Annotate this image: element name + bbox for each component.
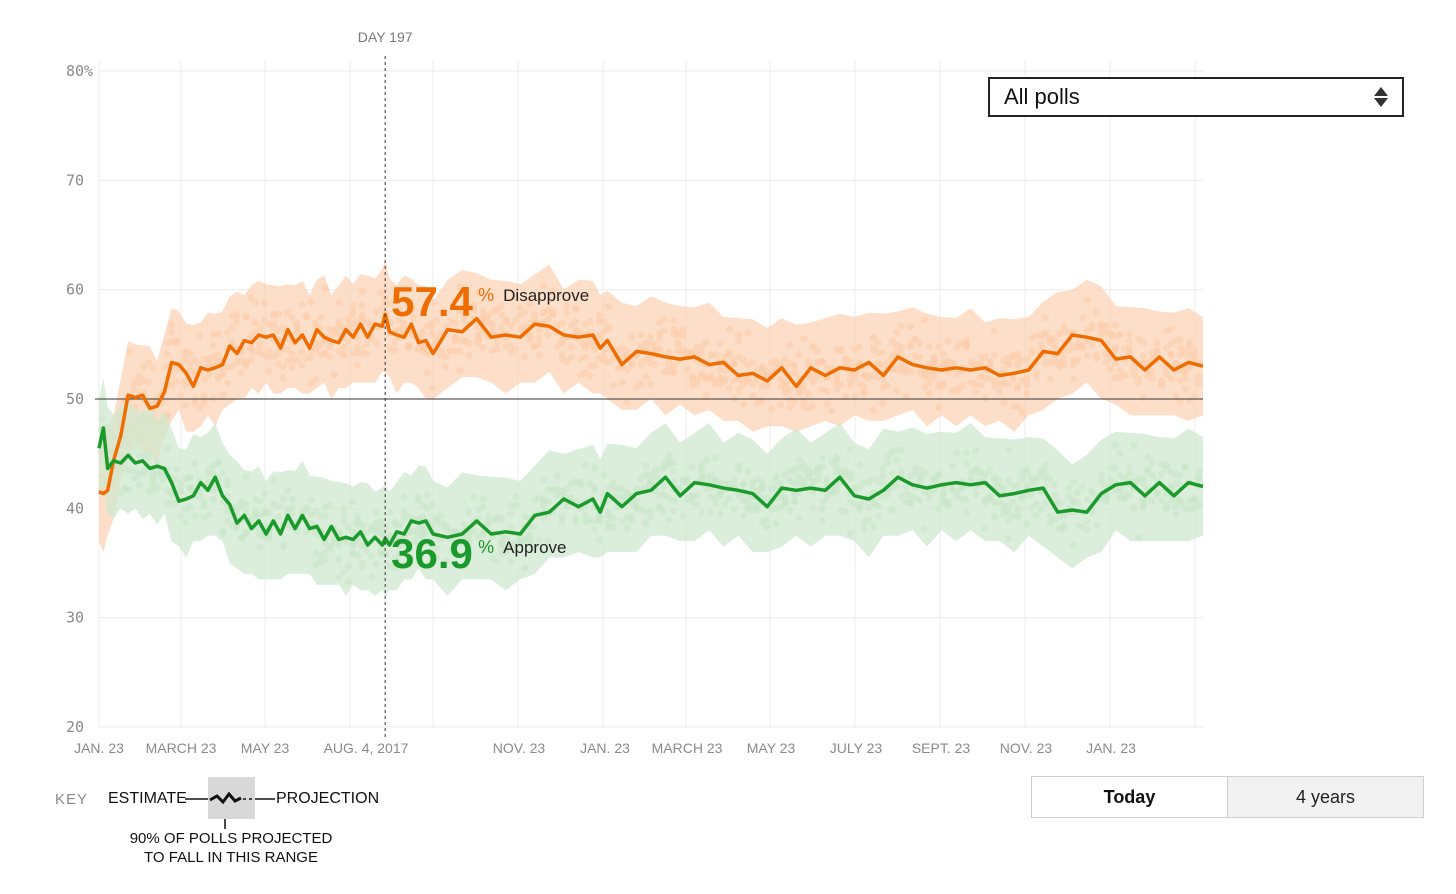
poll-filter-value: All polls (1004, 84, 1080, 109)
key-projection-label: PROJECTION (276, 790, 380, 807)
x-tick-label: MARCH 23 (652, 740, 723, 756)
y-tick-label: 50 (66, 390, 84, 408)
poll-filter-select[interactable]: All polls (988, 77, 1404, 117)
approve-value-label: 36.9 (391, 530, 473, 577)
today-button[interactable]: Today (1032, 777, 1227, 817)
four-years-button[interactable]: 4 years (1227, 777, 1423, 817)
x-tick-label: JAN. 23 (580, 740, 630, 756)
x-tick-label: JAN. 23 (74, 740, 124, 756)
y-tick-label: 60 (66, 281, 84, 299)
disapprove-series-label: Disapprove (503, 286, 589, 305)
approve-estimate-line (97, 426, 1204, 547)
disapprove-value-label: 57.4 (391, 278, 473, 325)
y-tick-label: 30 (66, 609, 84, 627)
axis-ticks: 80% 70 60 50 40 30 20 JAN. 23 MARCH 23 MAY 23 AUG.… (66, 62, 1136, 756)
x-tick-label: JULY 23 (830, 740, 883, 756)
x-tick-label: MAY 23 (241, 740, 290, 756)
key-glyph-icon (185, 777, 275, 829)
key-range-note: 90% OF POLLS PROJECTED TO FALL IN THIS R… (129, 830, 333, 866)
approve-range-band (99, 378, 1203, 597)
x-tick-label: MARCH 23 (146, 740, 217, 756)
x-tick-label: NOV. 23 (1000, 740, 1053, 756)
key-title: KEY (55, 791, 89, 808)
range-bands (99, 260, 1203, 597)
x-tick-label: JAN. 23 (1086, 740, 1136, 756)
chart-key: KEY ESTIMATE PROJECTION 90% OF POLLS PRO… (55, 772, 415, 872)
series-labels: 57.4% Disapprove 36.9% Approve (391, 278, 589, 577)
x-tick-label: AUG. 4, 2017 (324, 740, 409, 756)
sort-arrows-icon (1374, 87, 1388, 107)
y-tick-label: 80% (66, 62, 93, 80)
time-range-toggle[interactable]: Today 4 years (1031, 776, 1424, 818)
estimate-lines (97, 312, 1204, 547)
day-marker[interactable]: DAY 197 (358, 29, 413, 737)
x-tick-label: MAY 23 (747, 740, 796, 756)
approval-chart: 80% 70 60 50 40 30 20 JAN. 23 MARCH 23 MAY 23 AUG.… (66, 29, 1204, 756)
disapprove-percent-sign: % (478, 285, 494, 305)
approve-percent-sign: % (478, 537, 494, 557)
approve-series-label: Approve (503, 538, 566, 557)
disapprove-estimate-line (98, 312, 1204, 496)
disapprove-range-band (99, 260, 1203, 553)
x-tick-label: NOV. 23 (493, 740, 546, 756)
day-marker-label: DAY 197 (358, 29, 413, 45)
y-tick-label: 40 (66, 499, 84, 517)
key-estimate-label: ESTIMATE (108, 790, 187, 807)
x-tick-label: SEPT. 23 (912, 740, 971, 756)
y-tick-label: 70 (66, 171, 84, 189)
y-tick-label: 20 (66, 718, 84, 736)
